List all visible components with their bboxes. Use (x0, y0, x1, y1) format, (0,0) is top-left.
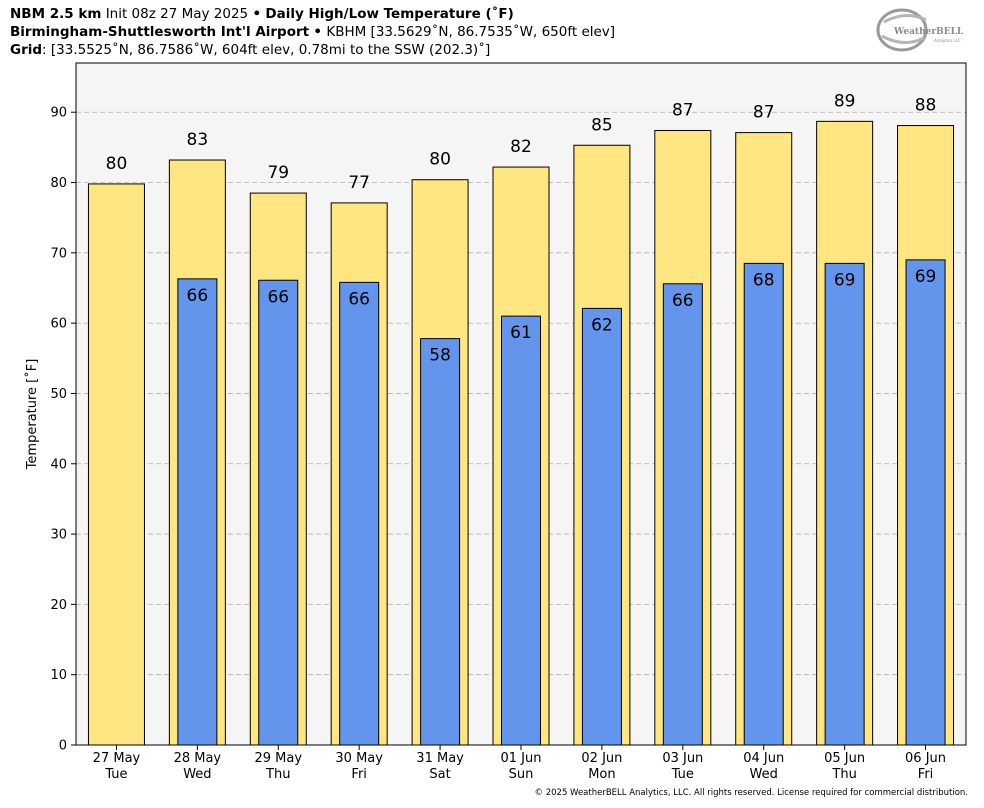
low-temp-bar (662, 283, 703, 746)
y-axis-label: Temperature [˚F] (24, 359, 40, 471)
x-tick-day: Tue (671, 767, 694, 782)
low-temp-bar (258, 279, 299, 746)
low-temp-label: 66 (672, 291, 694, 311)
high-temp-label: 88 (915, 96, 937, 116)
high-temp-label: 87 (672, 100, 694, 120)
low-temp-label: 58 (429, 346, 451, 366)
y-tick-label: 80 (50, 176, 67, 191)
y-tick-label: 20 (50, 598, 67, 613)
y-tick-label: 40 (50, 457, 67, 472)
header-title-line: NBM 2.5 km Init 08z 27 May 2025 • Daily … (10, 5, 514, 23)
x-tick-day: Mon (588, 767, 615, 782)
x-tick-day: Fri (918, 767, 934, 782)
x-tick-day: Wed (183, 767, 211, 782)
low-temp-bar (501, 315, 541, 746)
low-temp-bar (420, 338, 461, 746)
y-tick-label: 50 (50, 387, 67, 402)
y-tick-label: 70 (50, 246, 67, 261)
x-tick-date: 05 Jun (824, 751, 865, 766)
high-temp-bar (87, 183, 145, 746)
x-tick-date: 30 May (335, 751, 383, 766)
high-temp-label: 89 (834, 91, 856, 111)
x-tick-date: 04 Jun (743, 751, 784, 766)
y-tick-label: 30 (50, 528, 67, 543)
station-name: Birmingham-Shuttlesworth Int'l Airport (10, 24, 310, 40)
high-temp-label: 87 (753, 103, 775, 123)
x-tick-date: 27 May (93, 751, 141, 766)
header-grid-line: Grid: [33.5525˚N, 86.7586˚W, 604ft elev,… (10, 41, 490, 59)
low-temp-label: 69 (834, 270, 856, 290)
x-tick-day: Wed (750, 767, 778, 782)
init-time: Init 08z 27 May 2025 (105, 6, 249, 22)
x-tick-date: 29 May (254, 751, 302, 766)
y-tick-label: 90 (50, 106, 67, 121)
copyright-notice: © 2025 WeatherBELL Analytics, LLC. All r… (534, 788, 968, 798)
header-station-line: Birmingham-Shuttlesworth Int'l Airport •… (10, 23, 615, 41)
low-temp-bar (581, 307, 622, 746)
low-temp-bar (177, 278, 218, 746)
x-tick-day: Thu (265, 767, 290, 782)
y-tick-label: 10 (50, 668, 67, 683)
high-temp-label: 85 (591, 115, 613, 135)
high-temp-label: 80 (429, 150, 451, 170)
y-tick-label: 0 (59, 739, 67, 754)
high-temp-label: 77 (348, 173, 370, 193)
low-temp-label: 61 (510, 323, 532, 343)
logo-text: WeatherBELL (893, 27, 964, 37)
high-temp-label: 79 (267, 163, 289, 183)
bullet-separator: • (252, 6, 262, 22)
high-temp-label: 82 (510, 137, 532, 157)
low-temp-bar (824, 262, 865, 746)
x-tick-date: 31 May (416, 751, 464, 766)
weatherbell-logo: WeatherBELL Analytics LLC (876, 8, 964, 52)
low-temp-label: 68 (753, 270, 775, 290)
low-temp-label: 66 (267, 287, 289, 307)
x-tick-date: 28 May (174, 751, 222, 766)
x-tick-day: Tue (104, 767, 127, 782)
bars: 80 83 66 79 66 77 66 80 58 82 61 85 62 87 66 87 68 89 69 88… (87, 91, 955, 746)
low-temp-bar (743, 262, 784, 746)
high-temp-label: 80 (106, 154, 128, 174)
x-tick-day: Sun (509, 767, 534, 782)
low-temp-bar (905, 259, 946, 746)
x-tick-date: 02 Jun (581, 751, 622, 766)
model-name: NBM 2.5 km (10, 6, 102, 22)
grid-info: : [33.5525˚N, 86.7586˚W, 604ft elev, 0.7… (42, 42, 491, 58)
low-temp-label: 66 (187, 286, 209, 306)
low-temp-label: 69 (915, 267, 937, 287)
bullet-separator: • (313, 24, 323, 40)
grid-label: Grid (10, 42, 43, 58)
low-temp-label: 66 (348, 289, 370, 309)
x-tick-day: Fri (351, 767, 367, 782)
low-temp-label: 62 (591, 315, 613, 335)
x-tick-day: Sat (429, 767, 450, 782)
y-tick-label: 60 (50, 317, 67, 332)
high-temp-label: 83 (187, 130, 209, 150)
station-info: KBHM [33.5629˚N, 86.7535˚W, 650ft elev] (326, 24, 616, 40)
low-temp-bar (339, 281, 380, 746)
x-tick-date: 03 Jun (662, 751, 703, 766)
x-tick-date: 01 Jun (501, 751, 542, 766)
x-tick-day: Thu (831, 767, 856, 782)
x-tick-date: 06 Jun (905, 751, 946, 766)
logo-subtext: Analytics LLC (934, 38, 961, 43)
product-title: Daily High/Low Temperature (˚F) (265, 6, 514, 22)
